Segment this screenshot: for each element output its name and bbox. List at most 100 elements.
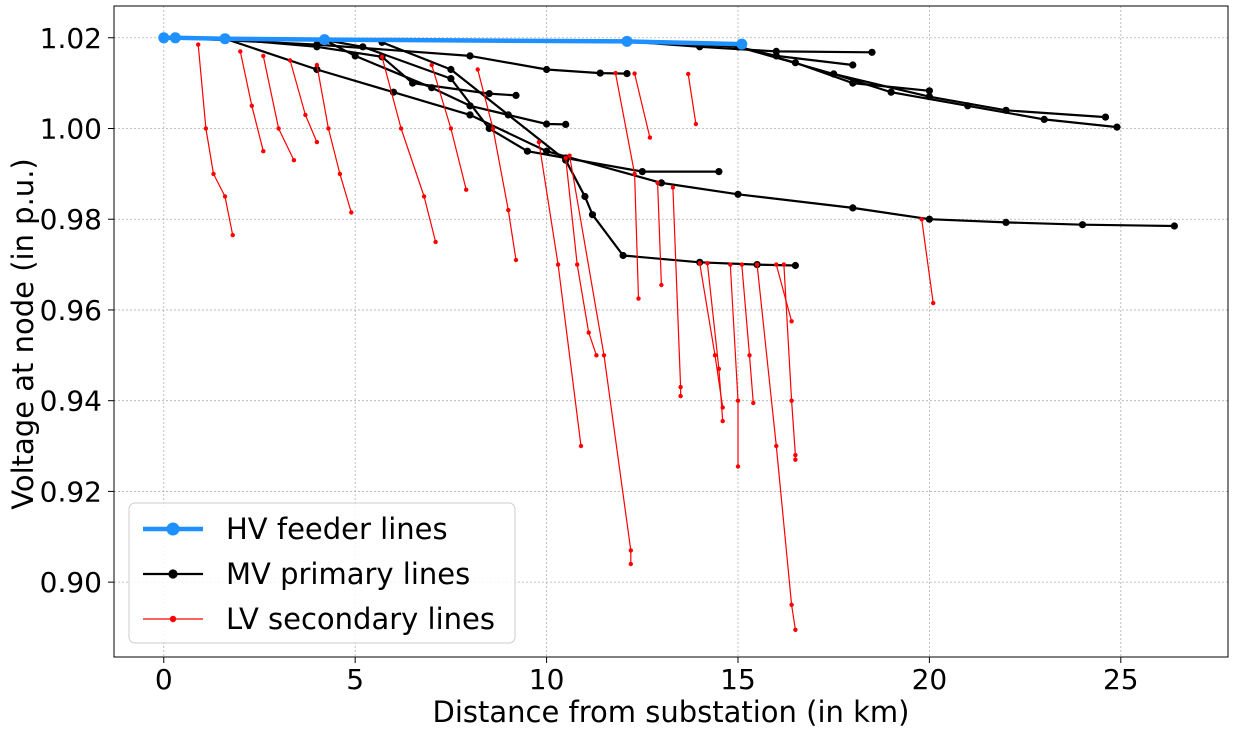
x-tick-label: 0 bbox=[155, 663, 173, 696]
lv-line-path bbox=[477, 69, 517, 261]
lv-node-point bbox=[211, 171, 216, 177]
legend-label-hv: HV feeder lines bbox=[226, 512, 448, 546]
mv-node-point bbox=[623, 70, 631, 78]
mv-node-point bbox=[1078, 221, 1087, 229]
mv-node-point bbox=[1002, 218, 1010, 226]
lv-node-point bbox=[379, 54, 385, 59]
lv-node-point bbox=[659, 282, 664, 288]
mv-node-point bbox=[313, 65, 321, 74]
lv-node-point bbox=[754, 262, 760, 267]
legend-label-mv: MV primary lines bbox=[226, 557, 470, 591]
lv-node-point bbox=[203, 126, 209, 131]
lv-node-point bbox=[628, 548, 633, 553]
mv-line-path bbox=[833, 72, 1118, 129]
mv-line-path bbox=[324, 38, 719, 173]
mv-node-point bbox=[830, 70, 838, 78]
y-tick-label: 0.98 bbox=[40, 203, 102, 236]
lv-node-point bbox=[720, 418, 725, 424]
lv-node-point bbox=[728, 262, 733, 267]
mv-node-point bbox=[466, 52, 474, 60]
mv-node-point bbox=[485, 124, 493, 133]
lv-node-point bbox=[475, 67, 480, 72]
lv-node-point bbox=[506, 207, 511, 213]
lv-node-point bbox=[513, 257, 519, 263]
mv-node-point bbox=[359, 43, 367, 51]
mv-node-point bbox=[964, 102, 972, 110]
lv-node-point bbox=[337, 171, 343, 177]
hv-node-point bbox=[319, 34, 330, 46]
lv-node-point bbox=[636, 296, 641, 301]
lv-line-path bbox=[381, 56, 437, 243]
lv-node-point bbox=[555, 262, 561, 267]
x-axis-label: Distance from substation (in km) bbox=[433, 695, 910, 729]
series-hv bbox=[158, 32, 748, 50]
mv-node-point bbox=[619, 251, 627, 260]
hv-node-point bbox=[736, 38, 748, 50]
lv-node-point bbox=[686, 71, 691, 77]
y-tick-label: 0.94 bbox=[40, 385, 102, 418]
lv-node-point bbox=[632, 71, 637, 76]
lv-node-point bbox=[349, 210, 354, 215]
mv-node-point bbox=[791, 261, 800, 270]
mv-node-point bbox=[715, 168, 723, 176]
lv-node-point bbox=[196, 42, 201, 47]
lv-node-point bbox=[249, 103, 254, 109]
lv-node-point bbox=[678, 384, 683, 390]
lv-node-point bbox=[261, 53, 266, 59]
legend-marker-hv bbox=[166, 522, 180, 536]
mv-line-path bbox=[224, 37, 1175, 228]
lv-line-path bbox=[687, 73, 697, 125]
x-tick-label: 15 bbox=[720, 663, 756, 696]
mv-node-point bbox=[1040, 115, 1048, 123]
lv-line-path bbox=[921, 219, 934, 304]
lv-node-point bbox=[578, 443, 584, 449]
mv-node-point bbox=[925, 87, 934, 95]
series-lv bbox=[196, 42, 936, 632]
hv-node-point bbox=[158, 32, 170, 44]
lv-node-point bbox=[230, 232, 235, 238]
lv-node-point bbox=[789, 398, 794, 403]
mv-line-path bbox=[381, 41, 796, 267]
mv-node-point bbox=[868, 48, 876, 56]
mv-node-point bbox=[1170, 222, 1178, 230]
mv-node-point bbox=[523, 147, 532, 155]
mv-node-point bbox=[849, 204, 857, 212]
lv-node-point bbox=[398, 126, 404, 131]
x-tick-label: 20 bbox=[912, 663, 948, 696]
lv-node-point bbox=[931, 300, 936, 306]
lv-line-path bbox=[756, 264, 796, 630]
legend: HV feeder lines MV primary lines LV second… bbox=[128, 502, 516, 644]
mv-node-point bbox=[447, 65, 455, 74]
series-layer bbox=[158, 32, 1178, 632]
mv-node-point bbox=[504, 111, 512, 119]
lv-node-point bbox=[433, 239, 438, 245]
lv-node-point bbox=[751, 400, 756, 406]
lv-node-point bbox=[326, 126, 331, 131]
lv-node-point bbox=[632, 171, 637, 177]
y-tick-label: 1.02 bbox=[40, 22, 102, 55]
mv-node-point bbox=[925, 215, 934, 223]
lv-line-path bbox=[239, 51, 264, 152]
lv-line-path bbox=[614, 72, 640, 299]
y-tick-label: 1.00 bbox=[40, 112, 102, 145]
lv-node-point bbox=[567, 153, 572, 158]
mv-node-point bbox=[596, 69, 604, 77]
mv-line-path bbox=[224, 37, 517, 97]
lv-node-point bbox=[276, 126, 281, 131]
mv-node-point bbox=[428, 84, 436, 92]
lv-node-point bbox=[781, 262, 787, 267]
y-tick-label: 0.96 bbox=[40, 294, 102, 327]
mv-node-point bbox=[887, 88, 895, 96]
lv-node-point bbox=[586, 330, 591, 335]
lv-node-point bbox=[793, 452, 798, 458]
legend-label-lv: LV secondary lines bbox=[226, 602, 495, 636]
mv-node-point bbox=[657, 179, 666, 187]
lv-node-point bbox=[693, 121, 699, 127]
lv-node-point bbox=[789, 319, 794, 324]
lv-line-path bbox=[741, 264, 754, 404]
lv-node-point bbox=[314, 62, 320, 68]
hv-node-point bbox=[169, 32, 181, 44]
lv-node-point bbox=[287, 58, 293, 63]
lv-node-point bbox=[793, 627, 798, 632]
